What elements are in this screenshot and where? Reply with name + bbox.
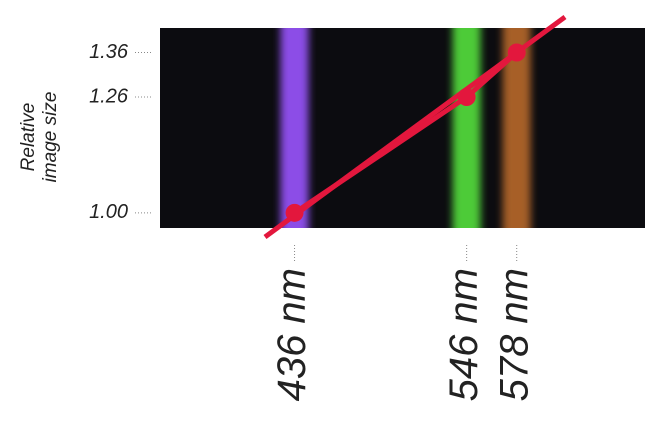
data-point — [508, 43, 526, 61]
spectral-band — [281, 28, 309, 228]
y-tick-label: 1.36 — [89, 41, 129, 63]
y-tick-label: 1.26 — [89, 85, 129, 107]
spectrum-panel — [160, 28, 645, 228]
page: 1.00 1.26 1.36 436 nm 546 nm578 nm Relative … — [0, 0, 645, 423]
x-tick-label: 436 nm — [270, 268, 314, 401]
chart: 1.00 1.26 1.36 436 nm 546 nm578 nm — [0, 0, 645, 423]
y-axis-label: Relative image size — [18, 77, 62, 197]
data-point — [286, 204, 304, 222]
data-point — [458, 88, 476, 106]
spectral-band — [453, 28, 481, 228]
y-tick-label: 1.00 — [89, 201, 128, 223]
x-tick-label: 578 nm — [492, 268, 536, 401]
x-tick-label: 546 nm — [442, 268, 486, 401]
